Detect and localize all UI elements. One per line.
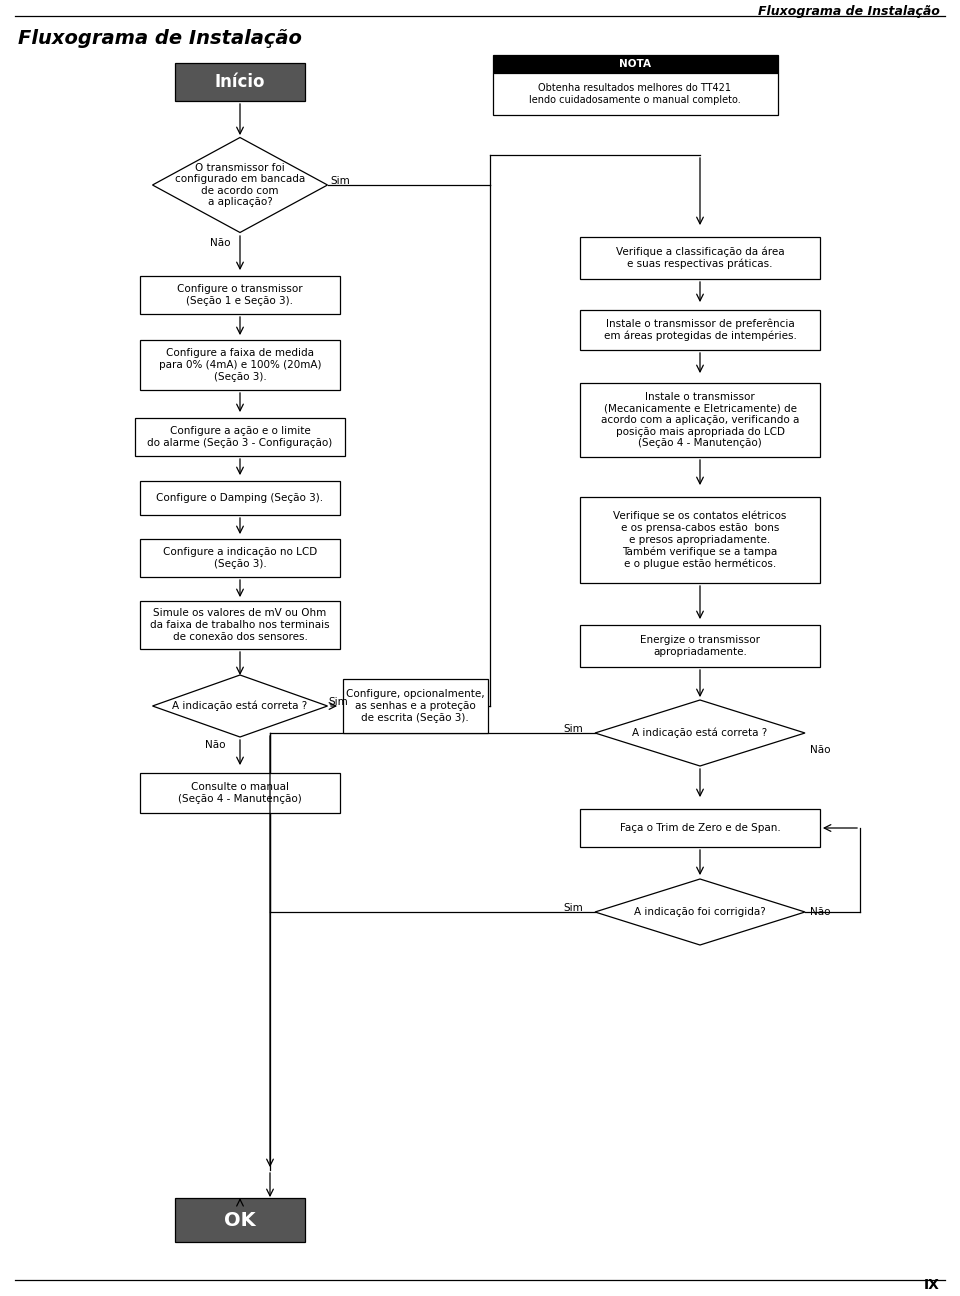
Text: A indicação está correta ?: A indicação está correta ? bbox=[633, 728, 768, 739]
Text: Fluxograma de Instalação: Fluxograma de Instalação bbox=[758, 4, 940, 18]
Text: Sim: Sim bbox=[330, 176, 349, 187]
FancyBboxPatch shape bbox=[580, 809, 820, 848]
Text: Não: Não bbox=[209, 238, 230, 248]
Text: Início: Início bbox=[215, 73, 265, 91]
Text: Verifique se os contatos elétricos
e os prensa-cabos estão  bons
e presos apropr: Verifique se os contatos elétricos e os … bbox=[613, 511, 786, 569]
FancyBboxPatch shape bbox=[140, 276, 340, 314]
Polygon shape bbox=[595, 879, 805, 945]
Text: NOTA: NOTA bbox=[619, 60, 651, 69]
Text: Simule os valores de mV ou Ohm
da faixa de trabalho nos terminais
de conexão dos: Simule os valores de mV ou Ohm da faixa … bbox=[150, 608, 330, 642]
FancyBboxPatch shape bbox=[140, 539, 340, 577]
FancyBboxPatch shape bbox=[580, 625, 820, 667]
Text: Consulte o manual
(Seção 4 - Manutenção): Consulte o manual (Seção 4 - Manutenção) bbox=[179, 783, 301, 804]
Text: Verifique a classificação da área
e suas respectivas práticas.: Verifique a classificação da área e suas… bbox=[615, 246, 784, 270]
Text: Configure a faixa de medida
para 0% (4mA) e 100% (20mA)
(Seção 3).: Configure a faixa de medida para 0% (4mA… bbox=[158, 349, 322, 381]
FancyBboxPatch shape bbox=[492, 54, 778, 73]
FancyBboxPatch shape bbox=[135, 419, 345, 456]
Text: Configure a ação e o limite
do alarme (Seção 3 - Configuração): Configure a ação e o limite do alarme (S… bbox=[148, 426, 332, 448]
Text: Faça o Trim de Zero e de Span.: Faça o Trim de Zero e de Span. bbox=[619, 823, 780, 833]
Text: Sim: Sim bbox=[564, 903, 583, 912]
Text: Instale o transmissor de preferência
em áreas protegidas de intempéries.: Instale o transmissor de preferência em … bbox=[604, 319, 797, 341]
Text: OK: OK bbox=[225, 1210, 255, 1230]
FancyBboxPatch shape bbox=[580, 237, 820, 279]
FancyBboxPatch shape bbox=[140, 340, 340, 390]
FancyBboxPatch shape bbox=[175, 1198, 305, 1242]
Text: A indicação foi corrigida?: A indicação foi corrigida? bbox=[635, 907, 766, 918]
FancyBboxPatch shape bbox=[580, 310, 820, 350]
Text: Configure a indicação no LCD
(Seção 3).: Configure a indicação no LCD (Seção 3). bbox=[163, 547, 317, 569]
FancyBboxPatch shape bbox=[140, 772, 340, 813]
Text: Sim: Sim bbox=[328, 697, 348, 708]
Text: Fluxograma de Instalação: Fluxograma de Instalação bbox=[18, 29, 301, 48]
Text: Não: Não bbox=[810, 745, 830, 756]
Polygon shape bbox=[153, 675, 327, 737]
FancyBboxPatch shape bbox=[140, 481, 340, 515]
FancyBboxPatch shape bbox=[492, 73, 778, 115]
Text: Sim: Sim bbox=[564, 724, 583, 734]
Text: Energize o transmissor
apropriadamente.: Energize o transmissor apropriadamente. bbox=[640, 635, 760, 657]
Text: Obtenha resultados melhores do TT421
lendo cuidadosamente o manual completo.: Obtenha resultados melhores do TT421 len… bbox=[529, 83, 741, 105]
FancyBboxPatch shape bbox=[175, 64, 305, 101]
Polygon shape bbox=[595, 700, 805, 766]
Text: Configure o transmissor
(Seção 1 e Seção 3).: Configure o transmissor (Seção 1 e Seção… bbox=[178, 284, 302, 306]
Polygon shape bbox=[153, 137, 327, 232]
Text: Instale o transmissor
(Mecanicamente e Eletricamente) de
acordo com a aplicação,: Instale o transmissor (Mecanicamente e E… bbox=[601, 391, 799, 448]
FancyBboxPatch shape bbox=[343, 679, 488, 734]
Text: O transmissor foi
configurado em bancada
de acordo com
a aplicação?: O transmissor foi configurado em bancada… bbox=[175, 162, 305, 207]
FancyBboxPatch shape bbox=[580, 496, 820, 583]
Text: IX: IX bbox=[924, 1278, 940, 1292]
Text: Não: Não bbox=[204, 740, 226, 750]
Text: Configure o Damping (Seção 3).: Configure o Damping (Seção 3). bbox=[156, 492, 324, 503]
FancyBboxPatch shape bbox=[580, 384, 820, 457]
Text: A indicação está correta ?: A indicação está correta ? bbox=[173, 701, 307, 712]
FancyBboxPatch shape bbox=[140, 601, 340, 649]
Text: Configure, opcionalmente,
as senhas e a proteção
de escrita (Seção 3).: Configure, opcionalmente, as senhas e a … bbox=[346, 689, 484, 723]
Text: Não: Não bbox=[810, 907, 830, 918]
